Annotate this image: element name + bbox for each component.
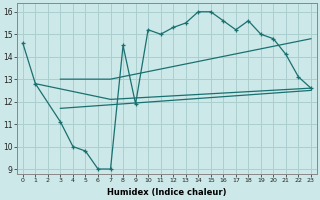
X-axis label: Humidex (Indice chaleur): Humidex (Indice chaleur) bbox=[107, 188, 227, 197]
